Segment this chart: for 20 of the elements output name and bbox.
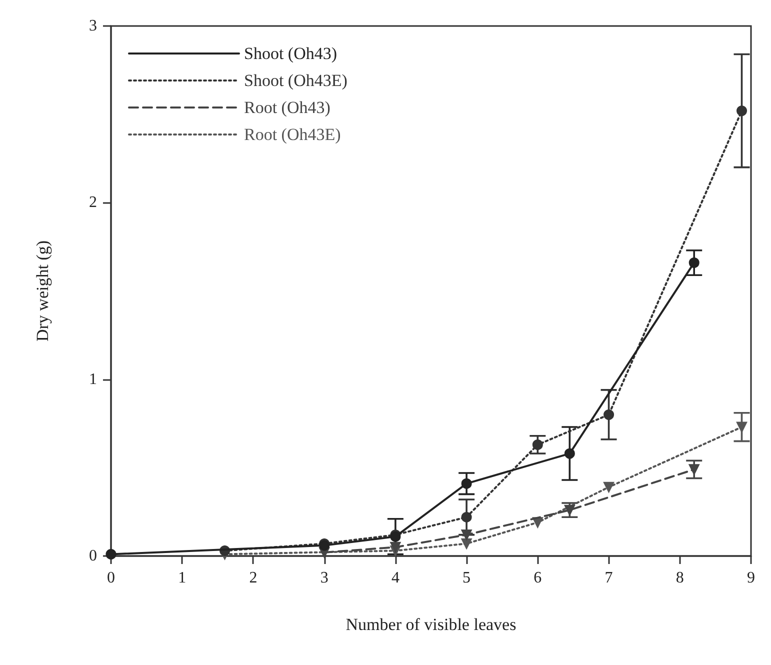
x-tick-label: 9 [747,570,755,586]
x-tick-label: 3 [320,570,328,586]
text: Root (Oh43E) [244,125,341,144]
text: Root (Oh43) [244,98,330,117]
y-tick-label: 0 [89,548,97,564]
y-axis-title: Dry weight (g) [33,240,52,342]
text: Shoot (Oh43E) [244,71,348,90]
x-tick-label: 4 [391,570,400,586]
text: Shoot (Oh43) [244,44,338,63]
x-tick-label: 2 [249,570,258,586]
x-tick-label: 7 [604,570,613,586]
x-tick-label: 1 [178,570,186,586]
x-tick-label: 8 [676,570,684,586]
x-tick-label: 0 [107,570,115,586]
y-tick-label: 2 [89,194,97,212]
x-tick-label: 5 [462,570,471,586]
y-tick-label: 3 [89,18,97,34]
x-axis-title: Number of visible leaves [346,615,516,634]
x-tick-label: 6 [534,570,542,586]
y-tick-label: 1 [89,370,97,388]
